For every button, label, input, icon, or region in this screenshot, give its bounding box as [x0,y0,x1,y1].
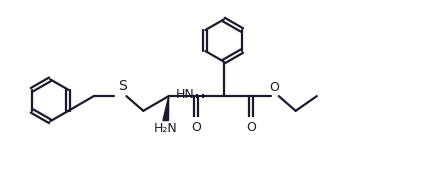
Text: O: O [246,121,256,133]
Text: HN: HN [176,87,195,101]
Text: O: O [270,81,279,94]
Text: O: O [191,121,201,133]
Text: H₂N: H₂N [154,122,178,135]
Polygon shape [163,96,169,121]
Text: S: S [118,79,127,93]
